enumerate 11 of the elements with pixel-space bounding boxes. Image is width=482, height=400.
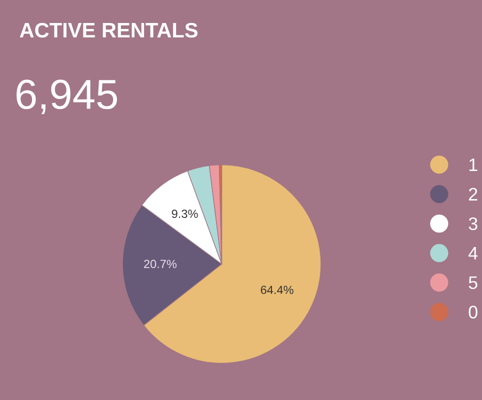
data-label: 64.4% <box>260 286 294 294</box>
legend-label: 3 <box>468 217 478 230</box>
data-label: 20.7% <box>144 260 177 268</box>
legend-label: 2 <box>468 188 478 200</box>
text: 6,945 <box>16 80 117 114</box>
legend-label: 5 <box>468 276 478 290</box>
legend-label: 1 <box>469 158 478 171</box>
legend-label: 4 <box>468 246 478 260</box>
data-label: 9.3% <box>172 210 198 218</box>
chart-title: ACTIVE RENTALS <box>20 22 198 38</box>
legend-label: 0 <box>468 306 478 319</box>
